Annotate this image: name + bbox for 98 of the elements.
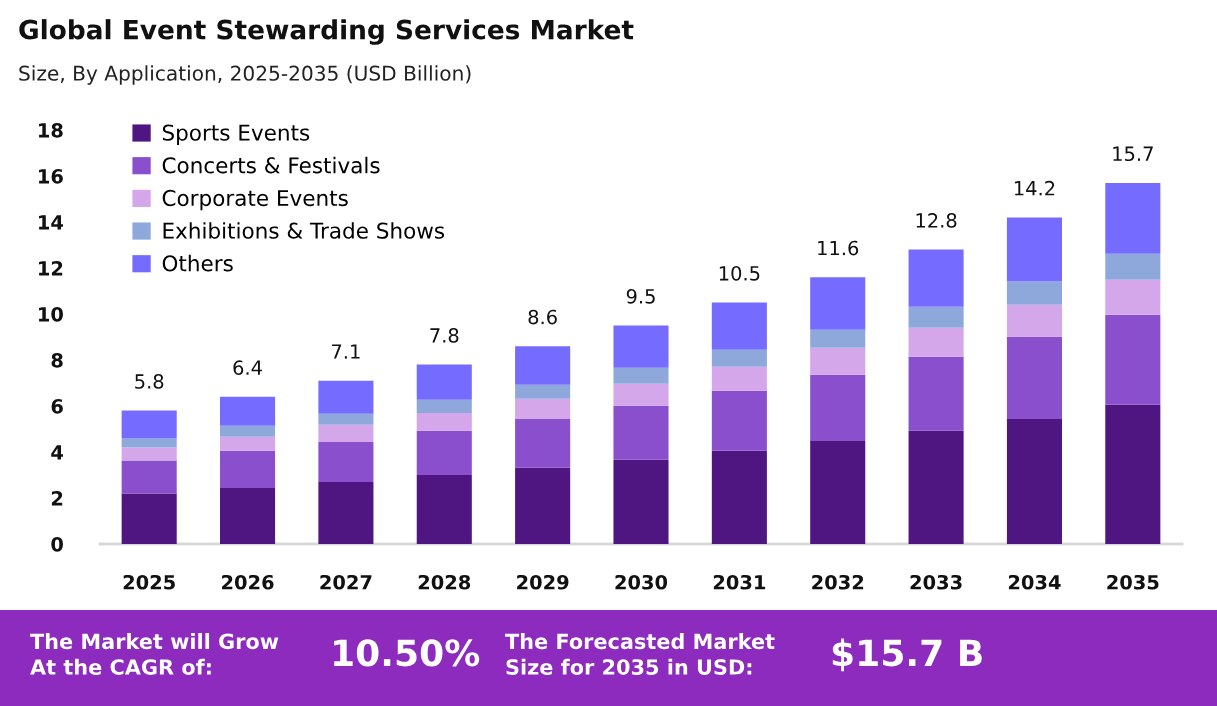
text: The Forecasted Market Size for 2035 in USD: — [505, 633, 775, 675]
chart-subtitle: Size, By Application, 2025-2035 (USD Billion) — [19, 65, 471, 85]
bar — [416, 364, 472, 400]
bar — [318, 481, 374, 544]
bar — [908, 430, 964, 544]
bar — [1006, 418, 1062, 544]
bar — [711, 390, 767, 451]
bar — [220, 450, 276, 488]
x-tick-label: 2033 — [910, 574, 962, 590]
bar — [318, 413, 374, 425]
text: 10.50% — [334, 639, 480, 667]
bar — [810, 440, 866, 544]
y-tick-label: 10 — [39, 306, 63, 322]
total-label: 10.5 — [719, 265, 760, 281]
bar — [121, 410, 177, 439]
bar — [318, 424, 374, 442]
x-tick-label: 2032 — [812, 574, 864, 590]
bar — [613, 459, 669, 544]
bar — [318, 441, 374, 482]
bar — [515, 418, 571, 468]
y-tick-label: 8 — [51, 352, 63, 368]
y-tick-label: 12 — [39, 260, 63, 276]
bar — [416, 399, 472, 413]
bar — [1105, 314, 1161, 405]
bar — [1105, 279, 1161, 315]
total-label: 15.7 — [1113, 146, 1153, 162]
legend-label: Exhibitions & Trade Shows — [163, 222, 445, 239]
y-tick-label: 16 — [39, 168, 63, 184]
total-label: 12.8 — [916, 213, 957, 228]
y-tick-label: 4 — [51, 445, 63, 460]
bar — [121, 460, 177, 494]
total-label: 11.6 — [818, 240, 859, 256]
total-label: 14.2 — [1014, 180, 1055, 196]
total-label: 7.8 — [430, 328, 459, 343]
bar — [908, 249, 964, 307]
total-label: 9.5 — [626, 288, 655, 304]
bar — [220, 425, 276, 437]
bar — [121, 438, 177, 448]
bar — [711, 366, 767, 391]
bar — [810, 374, 866, 441]
bar — [121, 447, 177, 461]
bar — [220, 396, 276, 426]
y-tick-label: 0 — [51, 536, 63, 552]
x-tick-label: 2028 — [418, 574, 471, 590]
bar — [908, 356, 964, 431]
bar — [810, 347, 866, 375]
total-label: 5.8 — [135, 374, 164, 389]
x-tick-label: 2026 — [222, 574, 274, 590]
bar — [908, 327, 964, 357]
total-label: 8.6 — [528, 309, 557, 325]
y-tick-label: 18 — [39, 122, 63, 138]
x-tick-label: 2034 — [1008, 574, 1061, 590]
y-tick-label: 6 — [51, 398, 63, 414]
bar — [711, 450, 767, 544]
bar — [416, 475, 472, 544]
x-tick-label: 2035 — [1107, 574, 1159, 590]
text: The Market will Grow At the CAGR of: — [30, 633, 279, 675]
x-tick-label: 2029 — [517, 574, 569, 590]
y-tick-label: 14 — [39, 215, 63, 230]
bar — [613, 325, 669, 368]
bar — [515, 384, 571, 399]
bar — [1006, 281, 1062, 305]
bar — [220, 487, 276, 544]
x-tick-label: 2030 — [615, 574, 668, 590]
bar — [416, 430, 472, 475]
bar — [515, 346, 571, 385]
y-tick-label: 2 — [51, 490, 63, 506]
legend-label: Others — [162, 254, 233, 272]
total-label: 7.1 — [332, 344, 360, 359]
x-tick-label: 2031 — [713, 574, 766, 590]
text: $15.7 B — [832, 638, 982, 672]
bar — [711, 302, 767, 350]
bar — [810, 277, 866, 330]
bar — [1006, 304, 1062, 337]
bar — [1006, 336, 1062, 419]
bar — [613, 405, 669, 460]
total-label: 6.4 — [233, 360, 262, 375]
legend-label: Concerts & Festivals — [162, 156, 380, 174]
x-tick-label: 2027 — [320, 574, 372, 590]
bar — [318, 380, 374, 414]
x-tick-label: 2025 — [123, 574, 175, 590]
bar — [1105, 404, 1161, 544]
bar — [810, 329, 866, 348]
bar — [711, 349, 767, 367]
bar — [220, 436, 276, 451]
bar — [121, 493, 177, 544]
bar — [613, 367, 669, 384]
legend-label: Corporate Events — [162, 189, 348, 211]
bar — [416, 412, 472, 431]
legend-label: Sports Events — [162, 124, 310, 145]
bar — [1105, 253, 1161, 280]
bar — [613, 383, 669, 406]
bar — [1105, 182, 1161, 254]
bar — [515, 398, 571, 419]
bar — [1006, 217, 1062, 282]
bar — [515, 467, 571, 544]
bar — [908, 306, 964, 328]
chart-title: Global Event Stewarding Services Market — [19, 19, 634, 45]
